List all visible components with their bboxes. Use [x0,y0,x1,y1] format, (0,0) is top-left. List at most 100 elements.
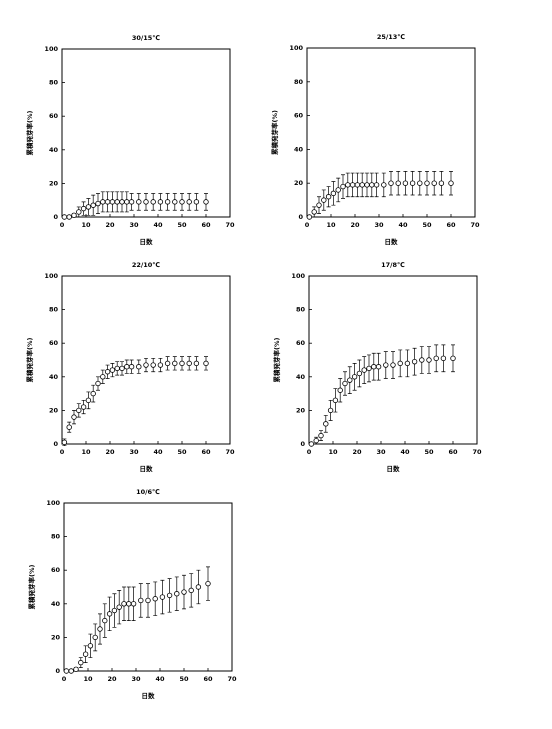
x-tick-label: 50 [177,448,187,456]
data-point [66,214,72,220]
data-point [66,424,72,430]
data-point [327,407,334,414]
x-axis-label: 日数 [140,237,154,246]
data-point [95,200,101,207]
data-point [404,360,411,367]
x-tick-label: 30 [131,675,141,683]
x-tick-label: 20 [352,448,362,456]
subplot-title: 30/15℃ [132,34,160,42]
x-tick-label: 30 [129,448,139,456]
data-point [71,212,77,219]
y-axis-label: 累積発芽率(%) [27,565,36,610]
data-point [174,591,180,597]
data-point [448,180,454,186]
x-tick-label: 50 [177,221,187,229]
x-tick-label: 70 [225,221,235,229]
data-point [164,199,171,205]
data-point [78,659,84,666]
x-tick-label: 10 [81,448,91,456]
data-point [356,370,363,377]
x-tick-label: 40 [400,448,410,456]
data-point [119,365,125,372]
data-point [104,369,111,375]
data-point [61,214,68,220]
x-tick-label: 30 [374,221,384,229]
y-tick-label: 0 [300,440,305,448]
data-point [114,199,120,205]
data-point [438,180,445,186]
x-tick-label: 10 [81,221,91,229]
data-point [409,180,416,186]
data-point [340,183,346,190]
plot-frame [308,275,478,445]
x-tick-label: 40 [398,221,408,229]
data-point [136,364,142,370]
y-tick-label: 20 [294,179,304,187]
data-point [87,643,94,649]
y-tick-label: 0 [53,440,58,448]
data-point [97,626,103,632]
data-point [181,589,187,595]
data-point [308,441,315,447]
data-point [172,199,178,205]
data-point [100,374,106,380]
data-point [342,380,348,387]
data-point [388,180,394,186]
data-point [126,601,132,607]
x-tick-label: 20 [105,448,115,456]
y-tick-label: 80 [51,533,61,541]
data-point [335,187,341,193]
plot-frame [61,275,231,445]
data-point [130,601,137,607]
x-tick-label: 0 [307,448,312,456]
data-point [373,182,380,188]
x-tick-label: 60 [446,221,456,229]
subplot-title: 10/6℃ [136,488,160,496]
y-tick-label: 0 [55,667,60,675]
data-point [68,668,74,674]
y-tick-label: 40 [294,145,304,153]
data-point [431,180,437,186]
x-axis-label: 日数 [142,691,156,700]
x-tick-label: 50 [424,448,434,456]
data-point [433,355,439,362]
x-tick-label: 20 [105,221,115,229]
y-tick-label: 100 [289,44,303,52]
data-point [186,360,192,367]
data-point [383,362,389,368]
data-point [71,414,77,420]
data-point [136,199,142,205]
data-point [100,199,106,205]
x-tick-label: 60 [203,675,213,683]
data-point [152,596,158,602]
y-tick-label: 60 [296,339,306,347]
y-tick-label: 60 [49,112,59,120]
data-point [76,209,82,215]
x-tick-label: 70 [470,221,480,229]
y-tick-label: 80 [296,306,306,314]
y-axis-label: 累積発芽率(%) [272,338,281,383]
plot-frame [306,47,476,218]
data-point [186,199,192,205]
data-point [440,355,447,362]
data-point [102,617,108,624]
y-tick-label: 60 [51,566,61,574]
x-tick-label: 70 [472,448,482,456]
data-point [143,199,149,205]
subplot: 25/13℃ 日数 累積発芽率(%) 0 10 20 30 40 50 60 70 0 20 40 60 80… [270,33,480,246]
data-point [330,190,337,197]
data-point [150,199,156,205]
x-tick-label: 30 [129,221,139,229]
x-tick-label: 50 [179,675,189,683]
data-point [128,364,135,370]
y-axis-label: 累積発芽率(%) [25,338,34,383]
y-tick-label: 60 [294,112,304,120]
data-point [116,604,122,610]
y-tick-label: 80 [294,78,304,86]
data-point [159,594,166,600]
data-point [157,362,164,368]
data-point [369,182,375,188]
x-tick-label: 60 [201,221,211,229]
data-point [85,397,92,404]
